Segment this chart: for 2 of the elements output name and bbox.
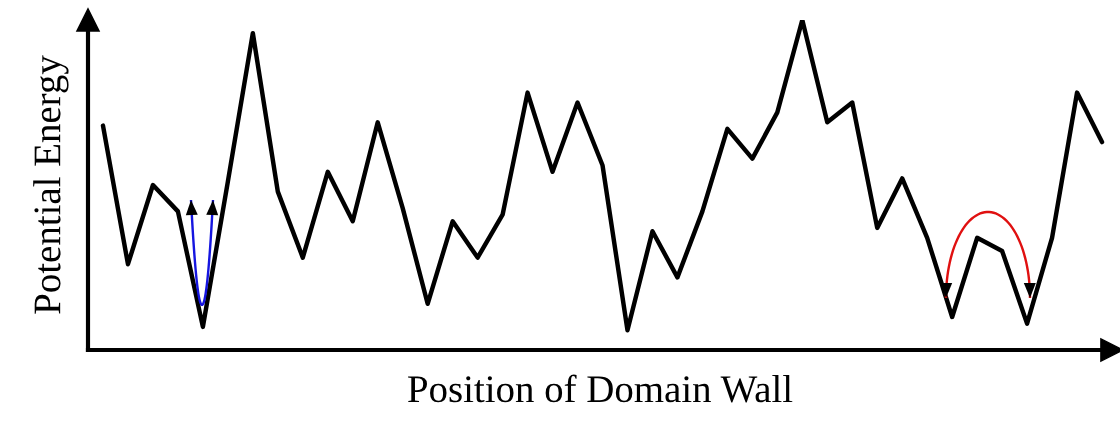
y-axis-title: Potential Energy <box>33 55 69 314</box>
x-axis-title: Position of Domain Wall <box>408 374 793 403</box>
